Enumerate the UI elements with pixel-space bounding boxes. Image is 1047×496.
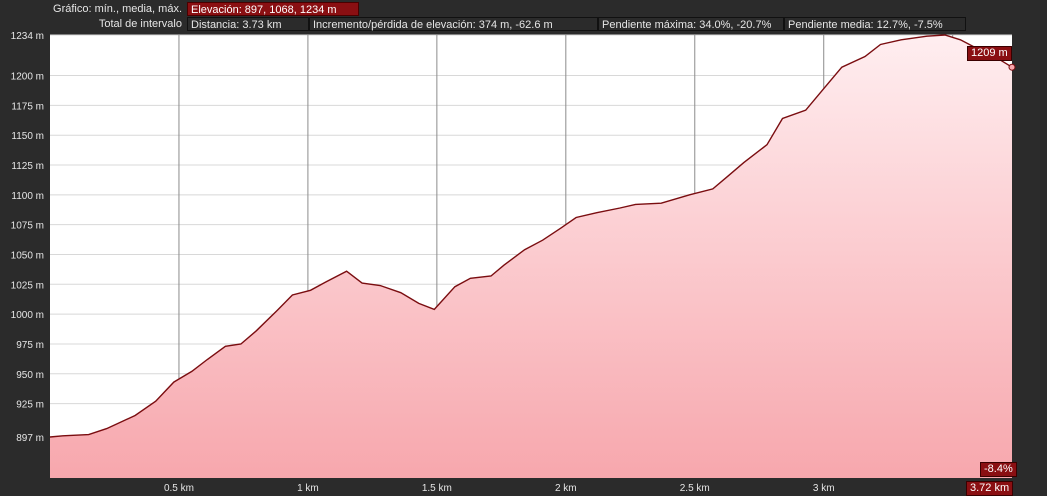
y-tick-label: 1025 m (11, 280, 44, 291)
current-elevation-badge: 1209 m (967, 46, 1012, 61)
y-tick-label: 1000 m (11, 310, 44, 321)
current-slope-badge: -8.4% (980, 462, 1017, 477)
x-tick-label: 3 km (813, 483, 835, 494)
y-tick-label: 925 m (16, 400, 44, 411)
interval-label: Total de intervalo (98, 18, 182, 30)
y-tick-label: 1075 m (11, 221, 44, 232)
y-tick-label: 950 m (16, 370, 44, 381)
x-tick-label: 1 km (297, 483, 319, 494)
x-tick-label: 2 km (555, 483, 577, 494)
elevation-line (49, 34, 1013, 438)
y-tick-label: 1150 m (11, 131, 44, 142)
x-tick-label: 1.5 km (422, 483, 452, 494)
avg-slope-summary: Pendiente media: 12.7%, -7.5% (784, 17, 966, 31)
y-tick-label: 1050 m (11, 250, 44, 261)
elevation-area (50, 35, 1012, 478)
y-tick-label: 1125 m (11, 161, 44, 172)
y-tick-label: 1175 m (11, 101, 44, 112)
distance-summary: Distancia: 3.73 km (187, 17, 309, 31)
y-tick-label: 1200 m (11, 72, 44, 83)
y-tick-label: 1234 m (11, 31, 44, 42)
y-tick-label: 1100 m (11, 191, 44, 202)
current-distance-badge: 3.72 km (966, 481, 1014, 496)
y-axis-ticks: 1234 m 1200 m 1175 m 1150 m 1125 m 1100 m 1075… (11, 31, 44, 444)
graph-mode-label: Gráfico: mín., media, máx. (53, 3, 182, 15)
y-tick-label: 975 m (16, 340, 44, 351)
position-marker (1008, 63, 1016, 71)
gain-loss-summary: Incremento/pérdida de elevación: 374 m, … (309, 17, 598, 31)
x-axis-ticks: 0.5 km 1 km 1.5 km 2 km 2.5 km 3 km (164, 483, 835, 494)
x-tick-label: 2.5 km (680, 483, 710, 494)
y-tick-label: 897 m (16, 433, 44, 444)
elevation-summary: Elevación: 897, 1068, 1234 m (187, 2, 359, 16)
max-slope-summary: Pendiente máxima: 34.0%, -20.7% (598, 17, 784, 31)
x-tick-label: 0.5 km (164, 483, 194, 494)
